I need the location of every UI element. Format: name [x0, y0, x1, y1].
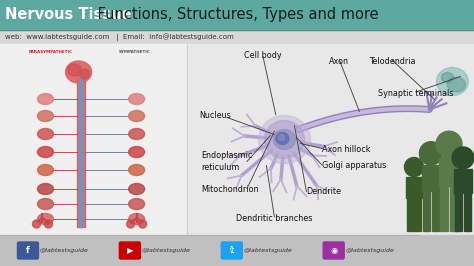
FancyBboxPatch shape [221, 242, 242, 259]
Bar [414, 198, 421, 231]
Ellipse shape [128, 164, 145, 176]
Ellipse shape [441, 73, 454, 82]
Circle shape [436, 131, 462, 157]
Ellipse shape [80, 69, 90, 79]
Bar [0, 44, 187, 235]
Text: Mitochondrion: Mitochondrion [201, 185, 258, 193]
Circle shape [419, 142, 443, 165]
Ellipse shape [128, 184, 145, 194]
Ellipse shape [273, 130, 295, 149]
Text: @labtestsguide: @labtestsguide [244, 248, 292, 253]
FancyBboxPatch shape [18, 242, 38, 259]
FancyBboxPatch shape [119, 242, 140, 259]
Bar [464, 193, 471, 231]
Circle shape [452, 147, 474, 169]
Text: @labtestsguide: @labtestsguide [40, 248, 89, 253]
Text: 𝕥: 𝕥 [230, 246, 234, 255]
Ellipse shape [37, 214, 54, 225]
Text: Cell body: Cell body [244, 51, 281, 60]
Ellipse shape [128, 147, 145, 157]
Circle shape [45, 220, 53, 228]
Circle shape [33, 220, 40, 228]
Text: Telodendria: Telodendria [369, 57, 415, 66]
Text: SYMPATHETIC: SYMPATHETIC [119, 50, 151, 54]
Ellipse shape [278, 135, 284, 140]
Bar [450, 186, 458, 231]
Text: f: f [26, 246, 30, 255]
Bar [0, 235, 474, 266]
Text: @labtestsguide: @labtestsguide [346, 248, 394, 253]
Text: web:  www.labtestsguide.com   |  Email:  info@labtestsguide.com: web: www.labtestsguide.com | Email: info… [5, 33, 234, 41]
Text: Nervous Tissue: Nervous Tissue [5, 7, 131, 22]
Ellipse shape [37, 198, 54, 210]
Ellipse shape [37, 94, 54, 105]
Text: Nucleus: Nucleus [199, 110, 231, 119]
Bar [456, 193, 463, 231]
Text: @labtestsguide: @labtestsguide [142, 248, 191, 253]
Ellipse shape [128, 94, 145, 105]
Bar [454, 169, 472, 193]
Text: Axon: Axon [329, 57, 349, 66]
Bar [432, 191, 439, 231]
Circle shape [404, 157, 424, 177]
Ellipse shape [128, 128, 145, 139]
Text: Functions, Structures, Types and more: Functions, Structures, Types and more [93, 7, 379, 22]
Ellipse shape [128, 214, 145, 225]
Text: PARASYMPATHETIC: PARASYMPATHETIC [28, 50, 73, 54]
Text: Dendritic branches: Dendritic branches [236, 214, 312, 223]
Text: Endoplasmic
reticulum: Endoplasmic reticulum [201, 151, 252, 172]
Bar [438, 157, 459, 186]
FancyBboxPatch shape [323, 242, 344, 259]
Bar [76, 78, 84, 227]
Bar [79, 78, 82, 227]
Ellipse shape [67, 64, 82, 76]
Text: Golgi apparatus: Golgi apparatus [322, 160, 387, 169]
Ellipse shape [258, 115, 310, 164]
Ellipse shape [276, 132, 289, 144]
Ellipse shape [65, 61, 91, 83]
Ellipse shape [37, 147, 54, 157]
Bar [423, 191, 430, 231]
Ellipse shape [437, 68, 468, 95]
Bar [440, 186, 448, 231]
Ellipse shape [37, 184, 54, 194]
Text: ◉: ◉ [330, 246, 337, 255]
Text: Synaptic terminals: Synaptic terminals [378, 89, 454, 98]
Ellipse shape [128, 110, 145, 122]
Bar [406, 177, 422, 198]
Bar [0, 30, 474, 44]
Ellipse shape [447, 77, 465, 92]
Ellipse shape [37, 110, 54, 122]
Text: Axon hillock: Axon hillock [322, 144, 371, 153]
Bar [407, 198, 413, 231]
Bar [0, 44, 474, 235]
Circle shape [127, 220, 135, 228]
Bar [0, 0, 474, 30]
Ellipse shape [128, 198, 145, 210]
Text: ▶: ▶ [127, 246, 133, 255]
Ellipse shape [264, 120, 304, 159]
Ellipse shape [37, 128, 54, 139]
Bar [422, 165, 440, 191]
Text: Dendrite: Dendrite [306, 188, 341, 197]
Circle shape [138, 220, 146, 228]
Ellipse shape [37, 164, 54, 176]
